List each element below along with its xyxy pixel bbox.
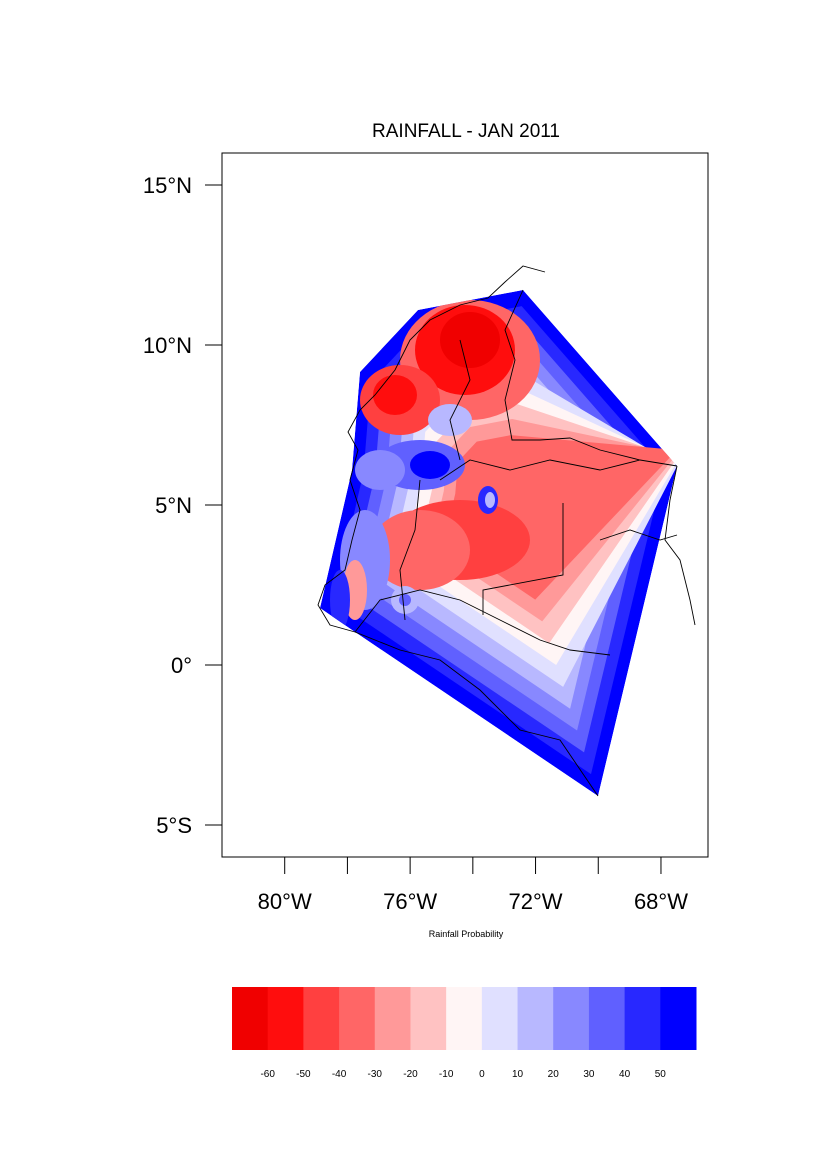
country-borders — [317, 265, 696, 797]
colorbar-label: -40 — [332, 1069, 347, 1080]
colorbar-box — [339, 987, 376, 1050]
colorbar-label: -30 — [368, 1069, 383, 1080]
lat-tick-label: 5°S — [156, 813, 192, 838]
colorbar-box — [481, 987, 519, 1050]
border-internal-4 — [399, 479, 421, 621]
contour-blob — [485, 492, 495, 508]
colorbar-label: 20 — [548, 1069, 560, 1080]
colorbar-box — [267, 987, 304, 1050]
border-ecuador — [354, 589, 611, 656]
axes: 15°N 10°N 5°N 0° 5°S 80°W 76°W 72°W 68°W — [143, 173, 688, 914]
lon-tick-label: 76°W — [383, 889, 437, 914]
border-internal-3 — [599, 529, 678, 541]
colorbar-label: -20 — [403, 1069, 418, 1080]
colorbar-box — [303, 987, 340, 1050]
colorbar: -60 -50 -40 -30 -20 -10 0 10 20 30 40 50 — [232, 987, 697, 1080]
colorbar-box — [232, 987, 269, 1050]
colorbar-label: -60 — [260, 1069, 275, 1080]
contour-blob — [440, 312, 500, 368]
lat-tick-label: 15°N — [143, 173, 192, 198]
colorbar-box — [410, 987, 447, 1050]
colorbar-label: -10 — [439, 1069, 454, 1080]
coastline-caribbean — [317, 265, 546, 633]
contour-blob — [355, 450, 405, 490]
lat-tick-label: 0° — [171, 653, 192, 678]
colorbar-label: 30 — [583, 1069, 595, 1080]
colorbar-box — [624, 987, 661, 1050]
colorbar-box — [517, 987, 554, 1050]
map-title: RAINFALL - JAN 2011 — [372, 121, 560, 142]
border-east — [664, 465, 696, 626]
contour-blob — [410, 451, 450, 479]
colorbar-title: Rainfall Probability — [429, 929, 504, 939]
border-peru — [354, 631, 599, 797]
rainfall-field — [320, 290, 677, 796]
colorbar-box — [446, 987, 483, 1050]
contour-blob — [370, 510, 470, 590]
colorbar-label: 50 — [655, 1069, 667, 1080]
colorbar-label: 0 — [479, 1069, 485, 1080]
lat-tick-label: 10°N — [143, 333, 192, 358]
contour-blob — [399, 594, 411, 606]
colorbar-label: -50 — [296, 1069, 311, 1080]
border-internal-2 — [439, 459, 641, 481]
contour-blob — [373, 375, 417, 415]
lon-tick-label: 80°W — [258, 889, 312, 914]
border-venezuela — [504, 289, 678, 467]
colorbar-box — [374, 987, 411, 1050]
lon-tick-label: 68°W — [634, 889, 688, 914]
colorbar-box — [588, 987, 626, 1050]
border-internal-1 — [482, 503, 564, 615]
colorbar-box — [553, 987, 590, 1050]
lat-tick-label: 5°N — [155, 493, 192, 518]
colorbar-box — [660, 987, 697, 1050]
border-internal-5 — [449, 339, 471, 461]
contour-blob — [330, 570, 350, 630]
colorbar-label: 40 — [619, 1069, 631, 1080]
lon-tick-label: 72°W — [509, 889, 563, 914]
colorbar-label: 10 — [512, 1069, 524, 1080]
